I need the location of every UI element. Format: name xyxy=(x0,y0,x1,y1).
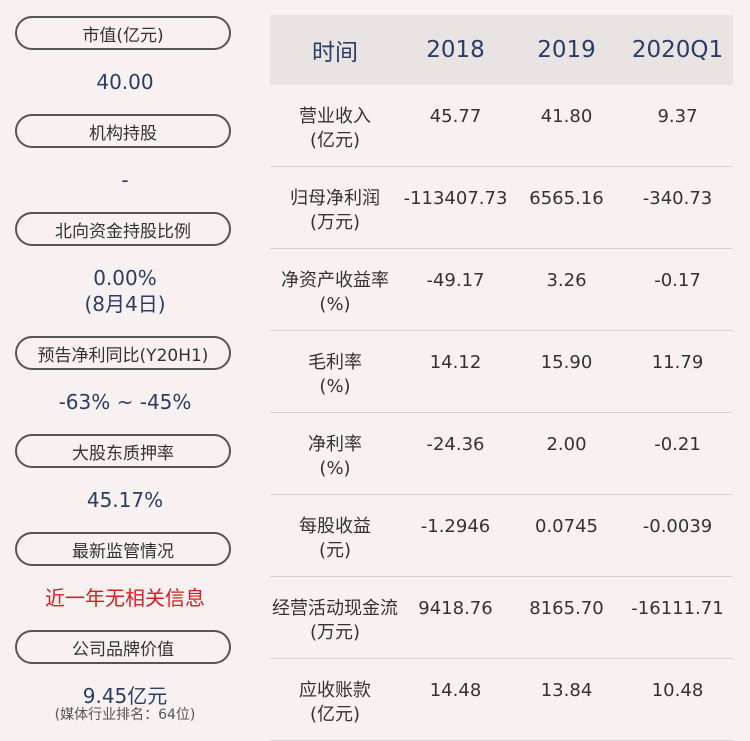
cell-value: 2.00 xyxy=(546,434,587,455)
row-unit: (亿元) xyxy=(309,130,361,151)
cell-value: -16111.71 xyxy=(631,598,724,619)
row-name: 归母净利润 xyxy=(290,188,380,209)
row-label: 每股收益 (元) xyxy=(270,495,400,563)
cell-value: 41.80 xyxy=(540,106,593,127)
cell-value: -49.17 xyxy=(426,270,485,291)
northbound-holding-value: 0.00% xyxy=(93,266,157,290)
brand-rank-note: (媒体行业排名：64位) xyxy=(54,707,196,723)
table-row: 每股收益 (元) -1.2946 0.0745 -0.0039 xyxy=(270,495,733,577)
cell-value: 6565.16 xyxy=(529,188,604,209)
cell-value: -0.17 xyxy=(654,270,701,291)
row-name: 营业收入 xyxy=(299,106,371,127)
market-cap-label: 市值(亿元) xyxy=(15,16,231,50)
row-label: 净资产收益率 (%) xyxy=(270,249,400,317)
table-row: 归母净利润 (万元) -113407.73 6565.16 -340.73 xyxy=(270,167,733,249)
header-time: 时间 xyxy=(312,40,358,66)
cell-value: 11.79 xyxy=(651,352,704,373)
table-row: 毛利率 (%) 14.12 15.90 11.79 xyxy=(270,331,733,413)
row-name: 毛利率 xyxy=(308,352,362,373)
row-name: 应收账款 xyxy=(299,680,371,701)
brand-value-value: 9.45亿元 xyxy=(82,684,168,708)
cell-value: -0.0039 xyxy=(642,516,713,537)
row-label: 营业收入 (亿元) xyxy=(270,85,400,153)
cell-value: 0.0745 xyxy=(535,516,598,537)
row-label: 毛利率 (%) xyxy=(270,331,400,399)
row-unit: (元) xyxy=(318,540,352,561)
cell-value: 14.12 xyxy=(429,352,482,373)
header-2019: 2019 xyxy=(537,37,596,63)
pledge-ratio-value: 45.17% xyxy=(86,488,164,512)
cell-value: -0.21 xyxy=(654,434,701,455)
brand-value-label: 公司品牌价值 xyxy=(15,630,231,664)
cell-value: -113407.73 xyxy=(403,188,508,209)
financial-table: 时间 2018 2019 2020Q1 营业收入 (亿元) 45.77 41.80 9.… xyxy=(270,15,733,741)
row-name: 净利率 xyxy=(308,434,362,455)
cell-value: -1.2946 xyxy=(420,516,491,537)
profit-forecast-value: -63% ~ -45% xyxy=(58,390,192,414)
table-row: 应收账款 (亿元) 14.48 13.84 10.48 xyxy=(270,659,733,741)
row-name: 经营活动现金流 xyxy=(272,598,398,619)
row-name: 净资产收益率 xyxy=(281,270,389,291)
row-unit: (%) xyxy=(319,376,351,397)
cell-value: 45.77 xyxy=(429,106,482,127)
table-row: 营业收入 (亿元) 45.77 41.80 9.37 xyxy=(270,85,733,167)
left-panel: 市值(亿元) 40.00 机构持股 - 北向资金持股比例 0.00% (8月4日… xyxy=(0,0,250,723)
table-row: 净利率 (%) -24.36 2.00 -0.21 xyxy=(270,413,733,495)
row-unit: (万元) xyxy=(309,622,361,643)
cell-value: -340.73 xyxy=(642,188,713,209)
cell-value: 13.84 xyxy=(540,680,593,701)
cell-value: 10.48 xyxy=(651,680,704,701)
pledge-ratio-label: 大股东质押率 xyxy=(15,434,231,468)
row-name: 每股收益 xyxy=(299,516,371,537)
market-cap-value: 40.00 xyxy=(96,70,154,94)
row-unit: (亿元) xyxy=(309,704,361,725)
regulation-value: 近一年无相关信息 xyxy=(45,586,205,610)
institution-holding-label: 机构持股 xyxy=(15,114,231,148)
row-unit: (万元) xyxy=(309,212,361,233)
cell-value: -24.36 xyxy=(426,434,485,455)
cell-value: 8165.70 xyxy=(529,598,604,619)
regulation-label: 最新监管情况 xyxy=(15,532,231,566)
cell-value: 14.48 xyxy=(429,680,482,701)
row-label: 净利率 (%) xyxy=(270,413,400,481)
header-2020q1: 2020Q1 xyxy=(631,37,724,63)
cell-value: 15.90 xyxy=(540,352,593,373)
northbound-holding-label: 北向资金持股比例 xyxy=(15,212,231,246)
header-2018: 2018 xyxy=(426,37,485,63)
cell-value: 9418.76 xyxy=(418,598,493,619)
table-row: 净资产收益率 (%) -49.17 3.26 -0.17 xyxy=(270,249,733,331)
profit-forecast-label: 预告净利同比(Y20H1) xyxy=(15,336,231,370)
table-body: 营业收入 (亿元) 45.77 41.80 9.37 归母净利润 (万元) -113407.7… xyxy=(270,85,733,741)
row-label: 经营活动现金流 (万元) xyxy=(270,577,400,645)
row-unit: (%) xyxy=(319,458,351,479)
institution-holding-value: - xyxy=(121,168,129,192)
cell-value: 3.26 xyxy=(546,270,587,291)
cell-value: 9.37 xyxy=(657,106,698,127)
table-row: 经营活动现金流 (万元) 9418.76 8165.70 -16111.71 xyxy=(270,577,733,659)
row-unit: (%) xyxy=(319,294,351,315)
row-label: 应收账款 (亿元) xyxy=(270,659,400,727)
table-header: 时间 2018 2019 2020Q1 xyxy=(270,15,733,85)
row-label: 归母净利润 (万元) xyxy=(270,167,400,235)
northbound-holding-date: (8月4日) xyxy=(84,292,166,316)
